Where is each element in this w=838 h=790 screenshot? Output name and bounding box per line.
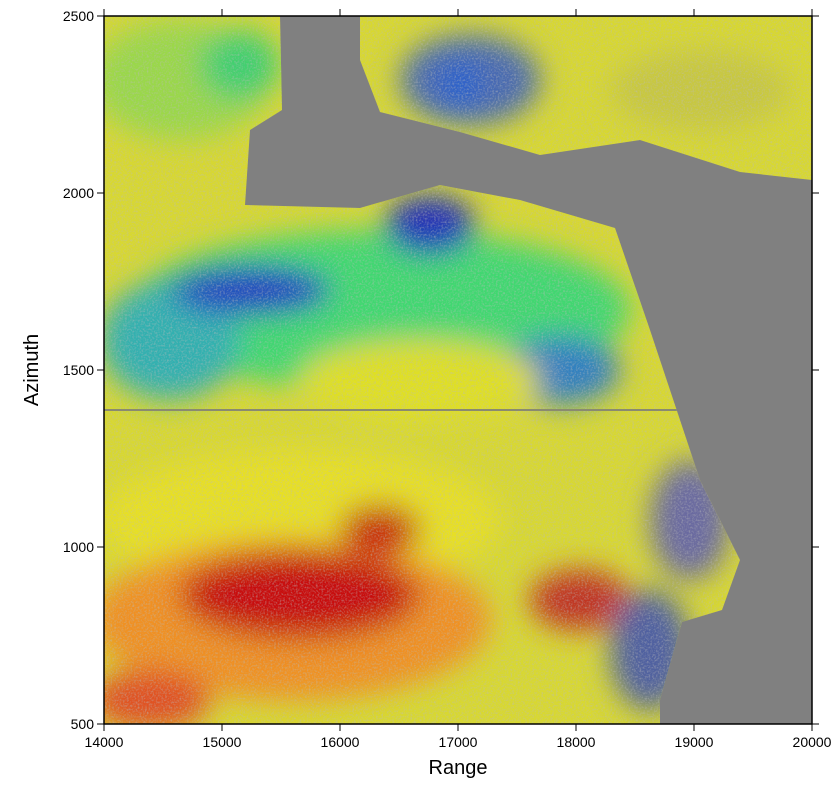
x-axis-title: Range	[429, 757, 488, 779]
chart: Range Azimuth 14000 15000 16000 17000 18000 1…	[0, 0, 838, 790]
y-tick-label: 2000	[63, 185, 94, 201]
x-tick-label: 16000	[321, 734, 360, 750]
x-tick-label: 15000	[203, 734, 242, 750]
x-tick-label: 17000	[439, 734, 478, 750]
y-tick-label: 1500	[63, 362, 94, 378]
y-tick-label: 500	[71, 716, 95, 732]
x-tick-label: 14000	[85, 734, 124, 750]
y-tick-label: 1000	[63, 539, 94, 555]
y-axis-title: Azimuth	[21, 334, 43, 406]
raster-image	[90, 16, 812, 730]
x-tick-label: 19000	[675, 734, 714, 750]
y-tick-label: 2500	[63, 8, 94, 24]
x-tick-label: 20000	[793, 734, 832, 750]
x-tick-label: 18000	[557, 734, 596, 750]
